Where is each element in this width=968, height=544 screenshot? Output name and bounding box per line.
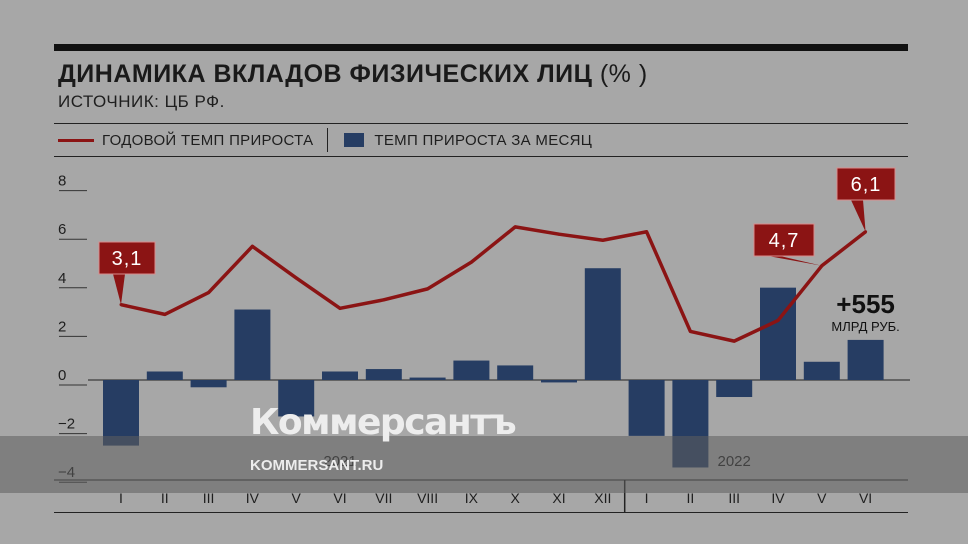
- bar: [453, 360, 490, 380]
- x-tick-label: XII: [594, 490, 611, 506]
- annotation-pointer: [851, 200, 866, 232]
- line-point: [469, 260, 473, 264]
- x-tick-label: VII: [375, 490, 392, 506]
- annotation-box: [836, 167, 896, 201]
- line-point: [207, 291, 211, 295]
- annotation-box: [753, 223, 815, 257]
- bar: [146, 371, 183, 380]
- x-tick-label: VI: [859, 490, 872, 506]
- x-tick-label: IV: [246, 490, 260, 506]
- line-point: [250, 244, 254, 248]
- bar-annotation-value: +555: [836, 289, 895, 319]
- bar: [760, 287, 796, 380]
- watermark-url: KOMMERSANT.RU: [250, 457, 384, 474]
- legend-line-label: ГОДОВОЙ ТЕМП ПРИРОСТА: [102, 131, 314, 149]
- line-point: [557, 232, 561, 236]
- line-series: [120, 225, 867, 343]
- watermark-logo: Коммерсантъ: [250, 402, 517, 443]
- legend-separator: [327, 128, 329, 152]
- chart-title-unit: (% ): [599, 60, 648, 88]
- bar: [497, 365, 534, 380]
- bar: [847, 339, 884, 380]
- watermark-band: [0, 436, 968, 493]
- bar: [278, 380, 315, 417]
- bar: [190, 380, 227, 388]
- bar: [409, 377, 446, 380]
- bar: [716, 380, 753, 398]
- legend-bar-swatch: [344, 133, 365, 147]
- x-tick-label: VI: [333, 490, 346, 506]
- y-tick-label: 4: [58, 270, 66, 287]
- y-tick-label: 0: [58, 367, 66, 384]
- y-tick-label: 6: [58, 221, 66, 238]
- line-point: [426, 287, 430, 291]
- y-tick-label: −2: [58, 416, 75, 433]
- chart-title-text: ДИНАМИКА ВКЛАДОВ ФИЗИЧЕСКИХ ЛИЦ: [58, 60, 593, 88]
- bar: [365, 369, 402, 380]
- x-tick-label: IX: [465, 490, 479, 506]
- bar-annotation-unit: МЛРД РУБ.: [831, 319, 899, 334]
- x-tick-label: I: [645, 490, 649, 506]
- chart-title: ДИНАМИКА ВКЛАДОВ ФИЗИЧЕСКИХ ЛИЦ (% ): [58, 60, 648, 89]
- legend: ГОДОВОЙ ТЕМП ПРИРОСТА ТЕМП ПРИРОСТА ЗА М…: [58, 124, 592, 156]
- bar: [322, 371, 358, 380]
- legend-top-rule: [54, 123, 908, 124]
- y-tick-label: 2: [58, 318, 66, 335]
- x-tick-label: VIII: [417, 490, 438, 506]
- chart-bottom-rule: [54, 512, 908, 513]
- top-bar: [54, 44, 908, 51]
- line-point: [732, 339, 736, 343]
- line-point: [645, 230, 649, 234]
- annotation-pointer: [768, 256, 822, 266]
- x-tick-label: III: [203, 490, 215, 506]
- bar: [234, 309, 271, 380]
- line-point: [338, 306, 342, 310]
- x-tick-label: V: [817, 490, 827, 506]
- annotation-box: [98, 241, 156, 275]
- x-tick-label: IV: [771, 490, 785, 506]
- legend-line-swatch: [58, 138, 94, 142]
- line-point: [688, 329, 692, 333]
- chart-subtitle: ИСТОЧНИК: ЦБ РФ.: [58, 92, 225, 111]
- line-point: [776, 318, 780, 322]
- x-tick-label: X: [511, 490, 521, 506]
- x-tick-label: II: [161, 490, 169, 506]
- bar: [541, 380, 577, 383]
- bar: [628, 380, 665, 436]
- annotation-label: 4,7: [769, 230, 800, 252]
- annotation-label: 6,1: [851, 174, 882, 196]
- bar: [803, 361, 840, 380]
- x-tick-label: V: [292, 490, 302, 506]
- line-point: [513, 225, 517, 229]
- x-tick-label: II: [687, 490, 695, 506]
- x-tick-label: III: [728, 490, 740, 506]
- x-tick-label: I: [119, 490, 123, 506]
- line-point: [163, 312, 167, 316]
- legend-bar-label: ТЕМП ПРИРОСТА ЗА МЕСЯЦ: [374, 131, 593, 149]
- line-point: [601, 238, 605, 242]
- line-point: [382, 298, 386, 302]
- legend-bottom-rule: [54, 156, 908, 157]
- bar: [584, 268, 621, 380]
- annotation-pointer: [113, 274, 125, 305]
- annotation-label: 3,1: [112, 248, 143, 270]
- y-tick-label: 8: [58, 173, 66, 190]
- line-point: [294, 276, 298, 280]
- bar: [103, 380, 139, 446]
- x-tick-label: XI: [552, 490, 565, 506]
